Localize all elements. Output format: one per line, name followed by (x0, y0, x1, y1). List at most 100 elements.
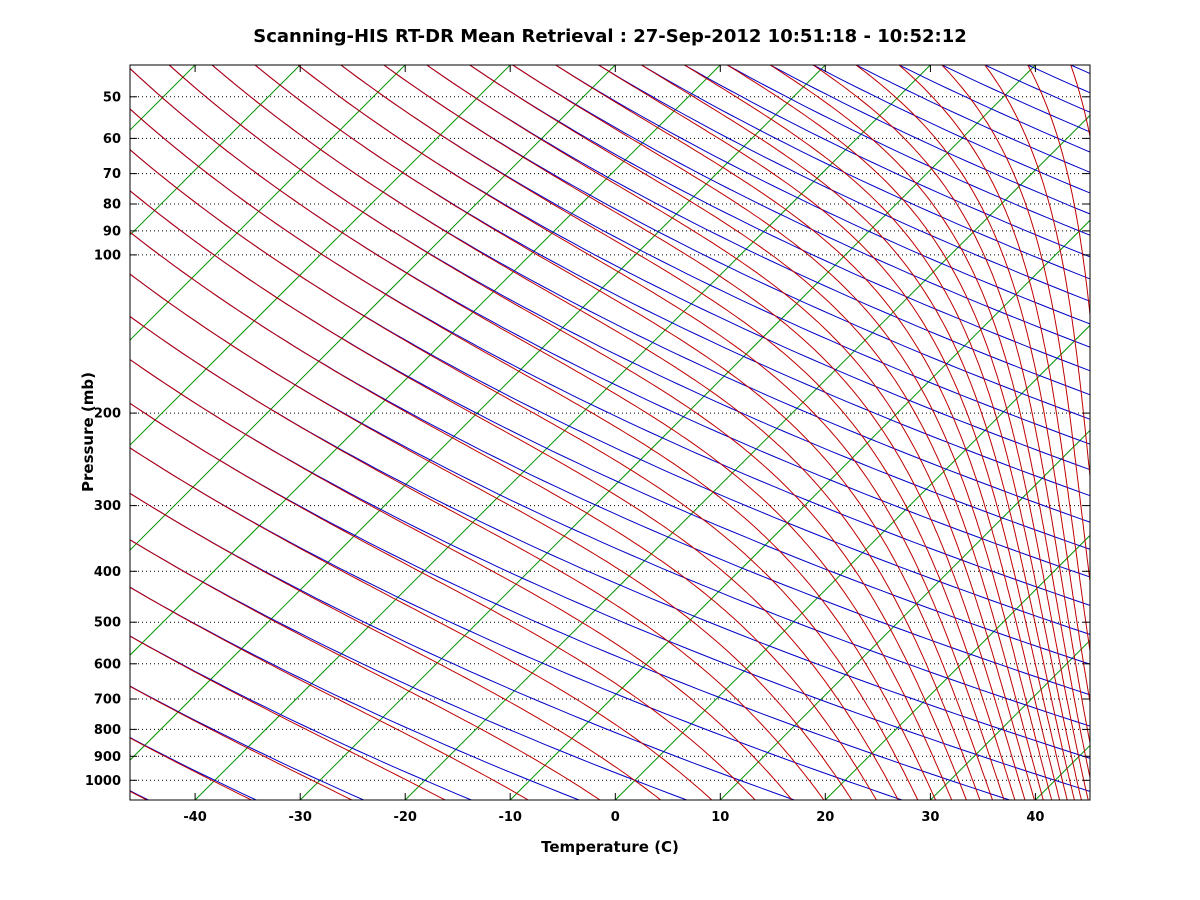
x-tick-label: 40 (1026, 810, 1044, 825)
pseudoadiabat-line (855, 65, 1090, 706)
dry-adiabat-line (130, 539, 687, 800)
pseudoadiabat-line (426, 65, 1035, 800)
pseudoadiabat-line (297, 65, 1005, 800)
x-tick-label: 0 (611, 810, 620, 825)
dry-adiabat-line (130, 586, 580, 800)
isotherm-line (130, 65, 511, 446)
dry-adiabat-line (130, 685, 364, 800)
chart-title: Scanning-HIS RT-DR Mean Retrieval : 27-S… (253, 26, 967, 47)
pseudoadiabat-line (168, 65, 967, 800)
dry-adiabat-line (941, 65, 1090, 133)
y-tick-label: 100 (94, 248, 121, 263)
pseudoadiabat-line (598, 65, 1068, 800)
pseudoadiabat-line (684, 65, 1082, 800)
pseudoadiabat-line (641, 65, 1075, 800)
dry-adiabat-line (130, 447, 903, 800)
isotherm-line (130, 65, 826, 761)
x-tick-label: 30 (921, 810, 939, 825)
dry-adiabat-line (469, 65, 1090, 372)
isotherm-line (404, 114, 1090, 800)
pseudoadiabat-line (727, 65, 1089, 800)
pseudoadiabat-line (130, 635, 446, 800)
isotherm-line (130, 65, 196, 131)
pseudoadiabat-line (941, 65, 1090, 585)
pseudoadiabats-group (130, 65, 1090, 800)
pseudoadiabat-line (769, 65, 1090, 780)
isotherm-line (130, 65, 616, 551)
isotherm-line (194, 65, 931, 800)
dry-adiabats-group (130, 65, 1090, 800)
y-tick-label: 50 (103, 90, 121, 105)
y-tick-label: 300 (94, 499, 121, 514)
pressure-gridlines (130, 96, 1090, 781)
dry-adiabat-line (130, 635, 472, 800)
dry-adiabat-line (130, 358, 1090, 792)
pseudoadiabat-line (812, 65, 1090, 746)
pseudoadiabat-line (340, 65, 1016, 800)
pseudoadiabat-line (130, 737, 252, 800)
dry-adiabat-line (641, 65, 1090, 280)
dry-adiabat-line (130, 231, 1090, 696)
x-axis-label: Temperature (C) (541, 838, 679, 856)
tick-labels: -40 -30 -20 -10 0 10 20 30 40 50 60 70 80 90 100 200 300… (85, 90, 1045, 825)
x-tick-label: -20 (393, 810, 417, 825)
pseudoadiabat-line (984, 65, 1090, 482)
y-tick-label: 600 (94, 657, 121, 672)
pseudoadiabat-line (1070, 65, 1090, 140)
pseudoadiabat-line (130, 190, 899, 800)
x-tick-label: -10 (498, 810, 522, 825)
axis-ticks (130, 65, 1090, 800)
pseudoadiabat-line (254, 65, 993, 800)
y-axis-label: Pressure (mb) (79, 372, 97, 492)
pseudoadiabat-line (898, 65, 1090, 655)
y-tick-label: 400 (94, 565, 121, 580)
pseudoadiabat-line (383, 65, 1026, 800)
isotherms-group (130, 65, 1090, 800)
isotherm-line (1035, 744, 1090, 800)
pseudoadiabat-line (130, 492, 662, 800)
x-tick-label: 10 (711, 810, 729, 825)
pseudoadiabat-line (130, 108, 937, 800)
dry-adiabat-line (297, 65, 1090, 471)
pseudoadiabat-line (130, 149, 919, 800)
isotherm-line (614, 324, 1090, 800)
isotherm-line (130, 65, 406, 341)
pseudoadiabat-line (130, 685, 353, 800)
dry-adiabat-line (340, 65, 1090, 445)
x-tick-label: -40 (183, 810, 207, 825)
pseudoadiabat-line (469, 65, 1044, 800)
pseudoadiabat-line (130, 447, 713, 800)
pseudoadiabat-line (130, 315, 825, 800)
pseudoadiabat-line (211, 65, 981, 800)
pseudoadiabat-line (555, 65, 1061, 800)
dry-adiabat-line (898, 65, 1090, 153)
isotherm-line (509, 219, 1090, 800)
y-tick-label: 200 (94, 407, 121, 422)
isotherm-line (299, 65, 1036, 800)
y-tick-label: 60 (103, 132, 121, 147)
dry-adiabat-line (1070, 65, 1090, 75)
dry-adiabat-line (769, 65, 1090, 215)
isotherm-line (719, 429, 1090, 800)
isotherm-line (930, 639, 1090, 800)
dry-adiabat-line (855, 65, 1090, 173)
dry-adiabat-line (130, 736, 257, 800)
y-tick-label: 500 (94, 616, 121, 631)
pseudoadiabat-line (130, 358, 793, 800)
y-tick-label: 800 (94, 723, 121, 738)
y-tick-label: 90 (103, 224, 121, 239)
dry-adiabat-line (984, 65, 1090, 113)
dry-adiabat-line (130, 108, 1090, 606)
pseudoadiabat-line (130, 586, 529, 800)
y-tick-label: 900 (94, 750, 121, 765)
isotherm-line (130, 65, 721, 656)
pseudoadiabat-line (130, 67, 953, 800)
dry-adiabat-line (555, 65, 1090, 325)
dry-adiabat-line (512, 65, 1090, 348)
pseudoadiabat-line (130, 402, 756, 800)
dry-adiabat-line (812, 65, 1090, 194)
x-tick-label: 20 (816, 810, 834, 825)
pseudoadiabat-line (1027, 65, 1090, 320)
